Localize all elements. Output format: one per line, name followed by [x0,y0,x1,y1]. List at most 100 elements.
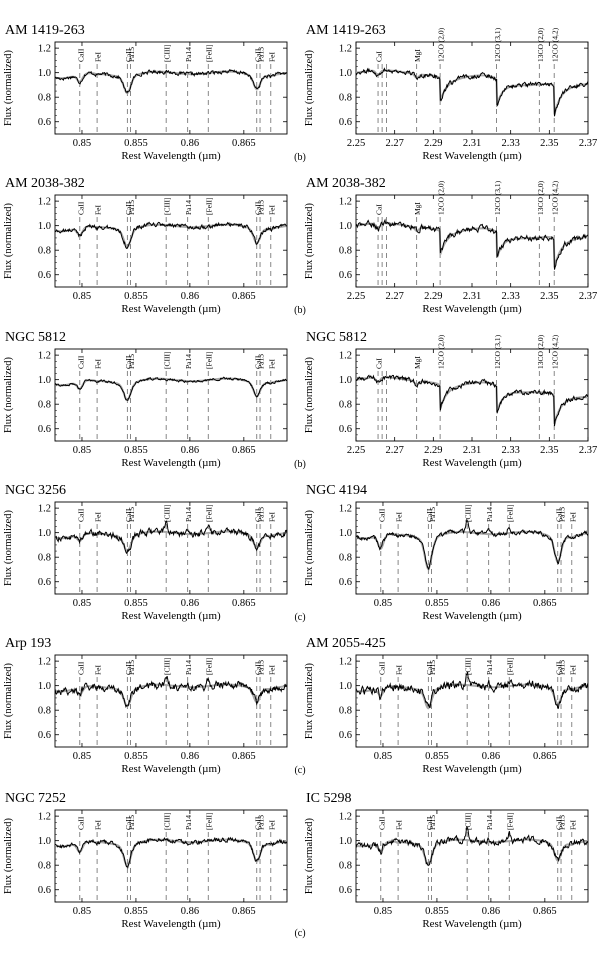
line-label: Pa15 [127,354,136,369]
y-tick-label: 0.8 [339,400,352,411]
x-axis-label: Rest Wavelength (µm) [121,763,221,775]
x-axis-label: Rest Wavelength (µm) [422,150,522,162]
x-tick-label: 0.855 [124,291,148,302]
spectrum-panel: IC 5298 Flux (normalized) Rest Wavelength … [304,791,589,930]
y-tick-label: 1.0 [339,528,352,539]
line-label: 13CO (2,0) [536,334,545,369]
y-tick-label: 1.0 [38,528,51,539]
panel-title: AM 2038-382 [5,176,85,191]
line-label: [CIII] [163,505,172,523]
y-tick-label: 0.8 [339,246,352,257]
line-label: CaII [124,816,133,830]
x-tick-label: 2.35 [540,291,558,302]
line-label: [FeII] [205,352,214,370]
y-tick-label: 1.0 [339,681,352,692]
line-label: CaII [253,48,262,62]
line-label: Pa15 [127,200,136,215]
line-label: Pa14 [485,815,494,830]
panel-title: NGC 4194 [306,483,367,498]
panel-title: AM 2038-382 [306,176,386,191]
line-label: Pa13 [558,507,567,522]
line-label: CaII [76,661,85,675]
line-label: Pa13 [257,507,266,522]
line-label: Pa13 [257,47,266,62]
line-label: FeI [94,512,103,523]
y-tick-label: 0.8 [38,553,51,564]
y-tick-label: 1.0 [38,836,51,847]
line-label: CaII [425,508,434,522]
line-label: Pa14 [184,47,193,62]
y-axis-label: Flux (normalized) [304,202,315,279]
line-label: 12CO (4,2) [551,180,560,215]
spectrum-panel: Arp 193 Flux (normalized) Rest Wavelength … [3,636,288,775]
panel-title: IC 5298 [306,791,352,806]
x-tick-label: 0.85 [73,291,91,302]
spectrum-panel: NGC 5812 Flux (normalized) Rest Wavelength… [3,330,288,469]
line-label: [FeII] [205,198,214,216]
x-tick-label: 2.29 [424,138,442,149]
observed-spectrum [356,518,588,571]
observed-spectrum [55,836,287,869]
x-tick-label: 0.85 [374,598,392,609]
line-label: CaII [377,816,386,830]
x-tick-label: 2.37 [579,138,597,149]
model-spectrum [356,530,588,571]
x-tick-label: 0.86 [482,598,500,609]
x-axis-label: Rest Wavelength (µm) [422,457,522,469]
x-tick-label: 0.855 [124,906,148,917]
line-label: [FeII] [205,658,214,676]
plot-frame [355,501,589,595]
y-tick-label: 0.8 [38,246,51,257]
x-tick-label: 2.33 [501,138,519,149]
y-tick-label: 0.6 [339,117,352,128]
line-label: CaII [124,661,133,675]
x-axis-label: Rest Wavelength (µm) [422,918,522,930]
y-axis-label: Flux (normalized) [3,49,14,126]
spectrum-panel: AM 1419-263 Flux (normalized) Rest Wavelen… [304,23,597,162]
x-tick-label: 0.855 [124,751,148,762]
x-tick-label: 2.37 [579,445,597,456]
line-label: CaII [377,508,386,522]
panel-title: AM 2055-425 [306,636,386,651]
line-label: CaII [377,661,386,675]
x-tick-label: 2.31 [463,445,481,456]
line-label: FeI [568,665,577,676]
line-label: FeI [94,52,103,63]
line-label: [CIII] [464,813,473,831]
line-label: CaII [253,355,262,369]
y-tick-label: 0.6 [339,424,352,435]
line-label: Pa14 [485,507,494,522]
line-label: [FeII] [205,45,214,63]
observed-spectrum [356,67,588,117]
observed-spectrum [55,376,287,402]
line-label: CaII [76,48,85,62]
line-label: CaII [554,816,563,830]
x-tick-label: 2.37 [579,291,597,302]
line-label: CaII [554,508,563,522]
y-axis-label: Flux (normalized) [304,49,315,126]
line-label: CaI [375,51,384,62]
line-label: CaII [76,355,85,369]
observed-spectrum [55,221,287,250]
line-label: MgI [413,202,422,215]
y-tick-label: 1.2 [339,504,352,515]
x-tick-label: 2.33 [501,445,519,456]
line-label: FeI [395,512,404,523]
model-spectrum [55,377,287,402]
y-tick-label: 0.6 [339,730,352,741]
x-tick-label: 0.865 [533,598,557,609]
x-tick-label: 0.865 [232,291,256,302]
line-label: FeI [267,205,276,216]
x-tick-label: 0.855 [124,445,148,456]
line-label: FeI [267,359,276,370]
line-label: [FeII] [506,813,515,831]
line-label: Pa14 [184,200,193,215]
plot-frame [355,809,589,903]
line-label: Pa14 [485,660,494,675]
line-label: CaII [124,355,133,369]
line-label: 13CO (2,0) [536,180,545,215]
line-label: [CIII] [163,198,172,216]
observed-spectrum [356,374,588,427]
y-tick-label: 1.2 [339,657,352,668]
